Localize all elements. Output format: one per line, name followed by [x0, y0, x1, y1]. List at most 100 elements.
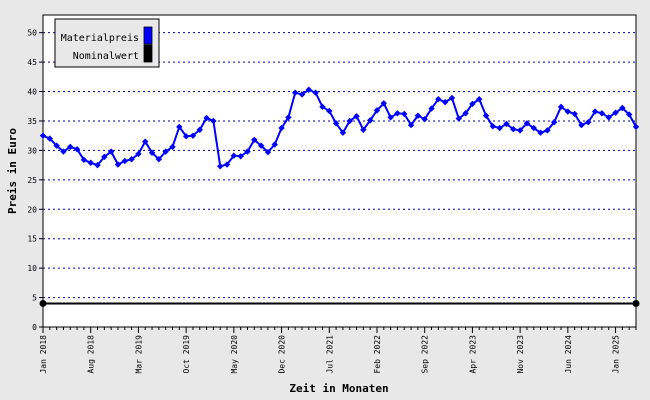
data-point-materialpreis [237, 153, 244, 160]
data-point-materialpreis [162, 148, 169, 155]
data-point-materialpreis [339, 129, 347, 136]
x-axis-title: Zeit in Monaten [289, 382, 388, 395]
data-point-materialpreis [564, 108, 572, 115]
data-point-materialpreis [135, 150, 142, 158]
x-tick-label: Dec 2020 [278, 335, 287, 374]
data-point-materialpreis [380, 100, 388, 107]
series-line-materialpreis [42, 88, 637, 168]
x-tick-label: Nov 2023 [516, 335, 525, 374]
data-point-materialpreis [182, 133, 190, 140]
data-point-materialpreis [114, 161, 122, 168]
data-point-materialpreis [462, 110, 469, 117]
data-point-materialpreis [155, 156, 163, 163]
x-tick-label: Jan 2018 [39, 335, 48, 374]
y-tick-label: 30 [27, 146, 37, 155]
data-point-materialpreis [360, 126, 367, 133]
y-tick-label: 25 [27, 176, 37, 185]
data-point-materialpreis [585, 118, 592, 126]
data-point-materialpreis [516, 127, 524, 134]
data-point-materialpreis [598, 110, 606, 117]
x-tick-label: Oct 2019 [182, 335, 191, 374]
data-point-materialpreis [189, 132, 197, 139]
data-point-materialpreis [203, 114, 210, 122]
data-point-materialpreis [523, 120, 531, 127]
y-tick-label: 40 [27, 88, 37, 97]
data-point-materialpreis [496, 124, 503, 132]
data-point-materialpreis [441, 98, 449, 106]
x-tick-label: May 2020 [230, 335, 239, 374]
data-point-materialpreis [60, 148, 67, 155]
data-point-materialpreis [264, 148, 272, 156]
data-point-materialpreis [394, 110, 401, 117]
legend-box [54, 18, 160, 68]
data-point-materialpreis [414, 112, 422, 119]
x-axis: Jan 2018 Aug 2018 Mar 2019 Oct 2019 May 2020… [39, 327, 637, 374]
data-point-materialpreis [332, 120, 340, 127]
data-point-materialpreis [128, 156, 135, 163]
data-point-materialpreis [107, 148, 115, 155]
data-point-materialpreis [619, 104, 626, 112]
y-tick-label: 15 [27, 235, 37, 244]
x-tick-label: Mar 2019 [134, 335, 143, 374]
data-point-materialpreis [387, 114, 394, 121]
y-axis: 0 5 10 15 20 25 30 35 40 45 50 [27, 29, 43, 332]
data-point-materialpreis [305, 86, 313, 93]
data-point-materialpreis [319, 103, 326, 111]
data-point-materialpreis [489, 123, 497, 130]
data-point-materialpreis [510, 126, 517, 133]
legend-label-nominalwert: Nominalwert [73, 51, 139, 62]
data-point-materialpreis [278, 124, 285, 132]
data-point-materialpreis [148, 149, 156, 156]
y-tick-label: 5 [32, 294, 37, 303]
y-tick-label: 0 [32, 323, 37, 332]
data-point-materialpreis [632, 123, 640, 131]
x-tick-label: Jul 2021 [325, 335, 334, 374]
data-point-materialpreis [571, 110, 578, 118]
data-point-materialpreis [551, 118, 558, 126]
x-tick-label: Feb 2022 [373, 335, 382, 374]
data-point-materialpreis [244, 148, 251, 155]
data-point-materialpreis [210, 117, 217, 125]
legend-swatch-materialpreis [143, 26, 153, 45]
data-point-materialpreis [346, 117, 353, 125]
data-point-materialpreis [428, 105, 435, 112]
data-point-materialpreis [257, 142, 265, 149]
data-point-materialpreis [230, 152, 238, 159]
x-tick-label: Apr 2023 [468, 335, 477, 374]
data-point-materialpreis [291, 89, 299, 96]
data-point-materialpreis [373, 107, 381, 114]
data-point-materialpreis [94, 161, 101, 169]
data-point-nominalwert [39, 299, 47, 307]
y-tick-label: 35 [27, 117, 37, 126]
data-point-materialpreis [421, 115, 428, 123]
legend-label-materialpreis: Materialpreis [61, 33, 139, 44]
data-point-materialpreis [578, 121, 585, 129]
data-point-materialpreis [176, 123, 183, 131]
data-point-materialpreis [401, 110, 408, 118]
data-point-materialpreis [605, 114, 612, 121]
data-point-materialpreis [298, 91, 306, 98]
data-point-materialpreis [625, 111, 633, 118]
y-tick-label: 10 [27, 264, 37, 273]
data-point-materialpreis [196, 126, 203, 133]
data-point-materialpreis [326, 107, 333, 115]
data-point-materialpreis [223, 161, 231, 168]
data-point-materialpreis [448, 94, 456, 102]
data-point-materialpreis [101, 153, 108, 161]
data-point-materialpreis [537, 129, 544, 136]
data-point-materialpreis [435, 95, 442, 103]
data-point-materialpreis [67, 143, 74, 151]
data-point-materialpreis [366, 117, 374, 124]
x-tick-label: Jun 2024 [564, 335, 573, 374]
y-tick-label: 45 [27, 58, 37, 67]
data-point-materialpreis [476, 95, 483, 103]
data-point-materialpreis [503, 120, 510, 128]
data-point-materialpreis [557, 103, 565, 111]
data-point-materialpreis [285, 114, 292, 121]
data-point-materialpreis [530, 124, 537, 132]
data-point-materialpreis [80, 156, 88, 164]
data-point-materialpreis [169, 143, 176, 151]
x-tick-label: Sep 2022 [421, 335, 430, 374]
data-point-materialpreis [73, 146, 81, 153]
